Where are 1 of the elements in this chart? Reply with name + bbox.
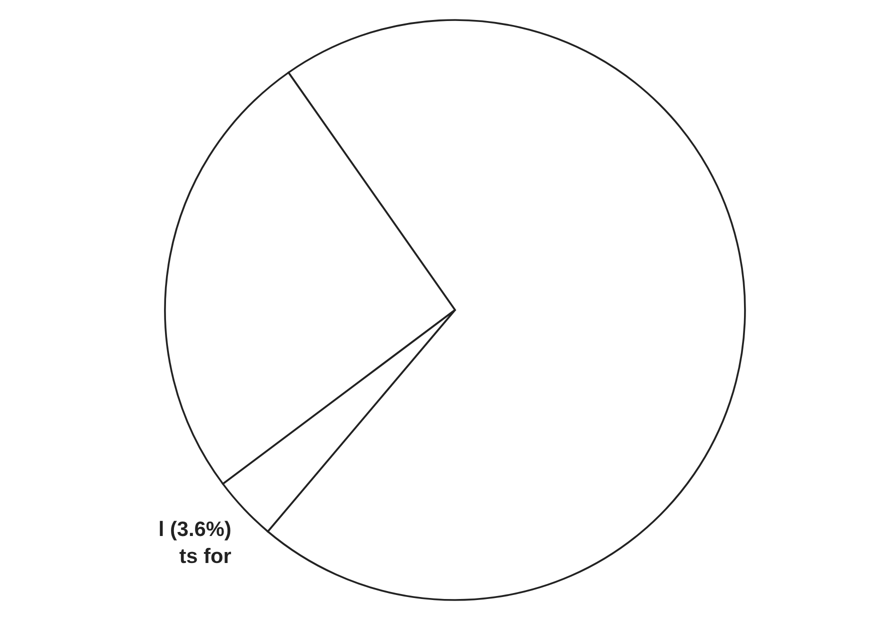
slice-label: l (3.6%) ts for	[160, 520, 232, 564]
